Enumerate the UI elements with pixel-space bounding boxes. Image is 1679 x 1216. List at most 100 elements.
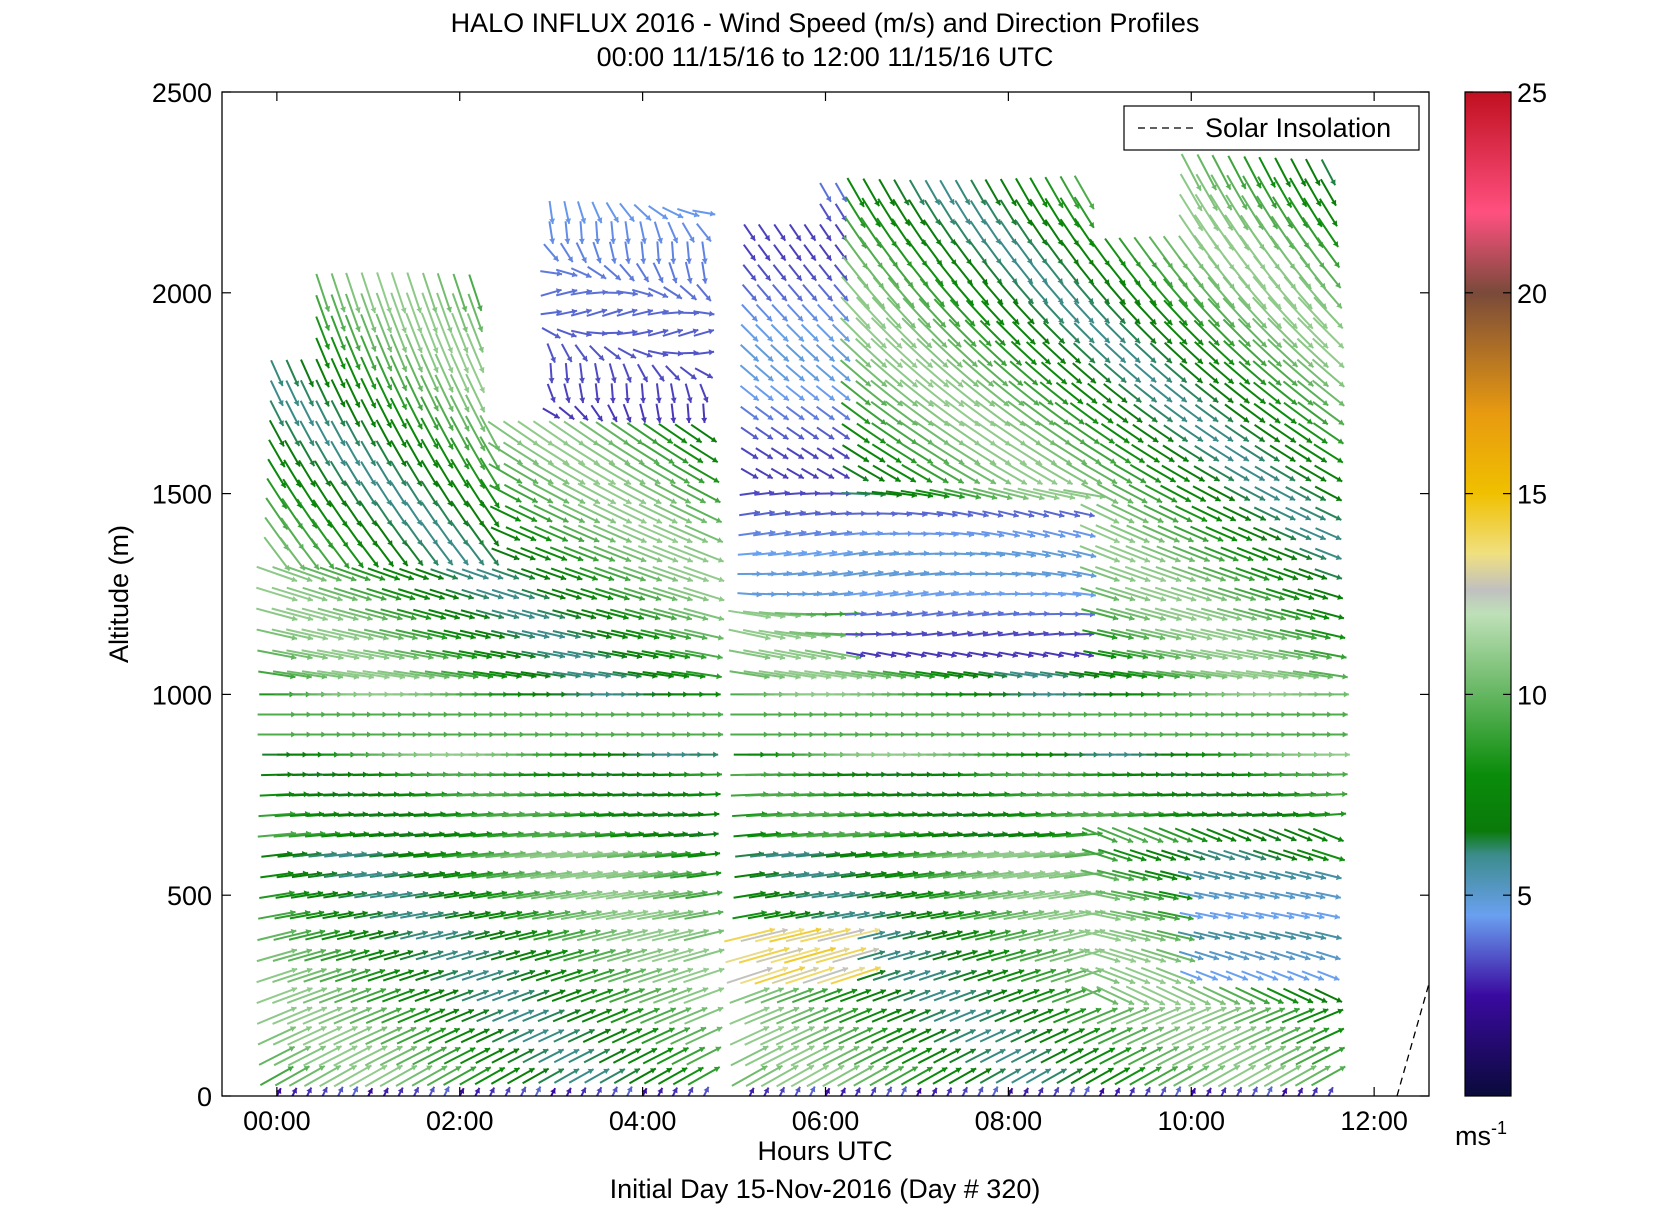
wind-arrow-shaft [390, 292, 407, 334]
wind-arrow-head [377, 910, 383, 917]
wind-arrow-head [306, 1006, 313, 1013]
wind-arrow-shaft [315, 273, 330, 312]
wind-arrow-head [401, 365, 408, 372]
wind-arrow-head [417, 423, 423, 430]
wind-arrow [384, 910, 413, 919]
wind-arrow [272, 1006, 313, 1025]
wind-arrow-head [367, 634, 374, 641]
wind-arrow-shaft [286, 586, 328, 602]
wind-arrow [378, 649, 419, 661]
wind-arrow-head [348, 910, 354, 917]
wind-arrow-shaft [289, 911, 325, 920]
wind-arrow-shaft [258, 812, 296, 818]
wind-arrow [322, 910, 354, 920]
wind-arrow [288, 929, 326, 941]
wind-arrow [369, 930, 399, 940]
wind-arrow [285, 628, 329, 641]
wind-arrow-head [426, 634, 433, 641]
wind-arrow [318, 1045, 358, 1067]
wind-arrow [350, 987, 387, 1004]
wind-arrow [369, 910, 399, 919]
wind-arrow [329, 460, 347, 487]
wind-arrow-head [364, 575, 371, 582]
wind-arrow-head [408, 988, 415, 995]
wind-arrow-head [291, 596, 298, 602]
wind-arrow-shaft [353, 930, 384, 940]
wind-arrow-shaft [344, 336, 361, 371]
wind-arrow-head [370, 364, 377, 371]
wind-arrow-head [318, 1065, 325, 1072]
wind-arrow-shaft [285, 628, 329, 640]
wind-arrow-head [351, 987, 358, 994]
wind-arrow-shaft [279, 536, 306, 571]
wind-arrow [375, 292, 393, 334]
wind-arrow-head [401, 346, 408, 353]
wind-arrow-head [354, 401, 361, 408]
wind-arrow-head [425, 1027, 431, 1033]
wind-arrow [270, 359, 284, 387]
wind-arrow-head [386, 440, 392, 447]
wind-arrow [301, 628, 344, 641]
wind-arrow-head [402, 560, 408, 566]
wind-arrow [333, 1064, 372, 1088]
wind-arrow-head [340, 344, 346, 351]
wind-arrow [375, 398, 393, 429]
wind-arrow-head [352, 1086, 358, 1093]
wind-arrow-shaft [273, 929, 312, 941]
wind-arrow [321, 1086, 328, 1096]
wind-arrow-head [305, 1026, 312, 1032]
wind-arrow-head [336, 595, 343, 602]
wind-arrow-shaft [286, 670, 328, 679]
wind-arrow [333, 1006, 373, 1025]
wind-arrow-shaft [274, 1065, 311, 1087]
wind-arrow-shaft [318, 1006, 358, 1025]
wind-arrow-head [401, 422, 407, 429]
wind-arrow [351, 1086, 359, 1096]
wind-arrow-shaft [330, 379, 346, 408]
wind-arrow [395, 1045, 433, 1066]
wind-arrow-shaft [288, 1065, 326, 1087]
wind-arrow-head [408, 574, 414, 581]
wind-arrow-head [320, 967, 327, 974]
wind-arrow-shaft [375, 398, 393, 429]
wind-arrow-shaft [351, 969, 386, 982]
wind-arrow [315, 400, 330, 427]
wind-arrow-head [409, 594, 416, 601]
wind-arrow-head [324, 362, 330, 369]
wind-arrow [315, 316, 330, 350]
wind-arrow [366, 988, 402, 1003]
wind-arrow [394, 649, 434, 660]
wind-arrow-head [428, 654, 434, 660]
wind-arrow-shaft [284, 439, 301, 468]
wind-arrow-shaft [352, 832, 384, 838]
wind-arrow-head [370, 345, 377, 352]
wind-arrow-head [422, 910, 428, 917]
wind-arrow-shaft [395, 1064, 433, 1087]
wind-arrow [314, 440, 331, 467]
wind-arrow [334, 987, 372, 1004]
wind-arrow-head [400, 307, 407, 314]
wind-arrow-head [354, 459, 360, 466]
wind-arrow [330, 440, 346, 467]
wind-arrow [388, 541, 409, 567]
wind-arrow [352, 949, 385, 961]
wind-arrow-shaft [404, 375, 424, 411]
wind-arrow-head [423, 988, 430, 995]
wind-arrow [345, 399, 361, 428]
wind-arrow-head [386, 384, 393, 391]
wind-arrow-head [325, 480, 331, 487]
wind-arrow-shaft [382, 988, 415, 1003]
wind-arrow-head [395, 1007, 402, 1014]
wind-arrow [381, 1007, 416, 1024]
wind-arrow-shaft [345, 378, 361, 408]
wind-arrow [304, 948, 342, 962]
wind-arrow [400, 930, 428, 940]
wind-arrow [398, 988, 430, 1003]
wind-arrow-head [424, 594, 430, 601]
wind-arrow-head [400, 499, 407, 506]
wind-arrow [365, 1026, 403, 1046]
wind-arrow-head [291, 967, 298, 974]
wind-arrow-head [291, 634, 298, 641]
wind-arrow [286, 586, 328, 602]
wind-arrow [305, 1087, 313, 1096]
